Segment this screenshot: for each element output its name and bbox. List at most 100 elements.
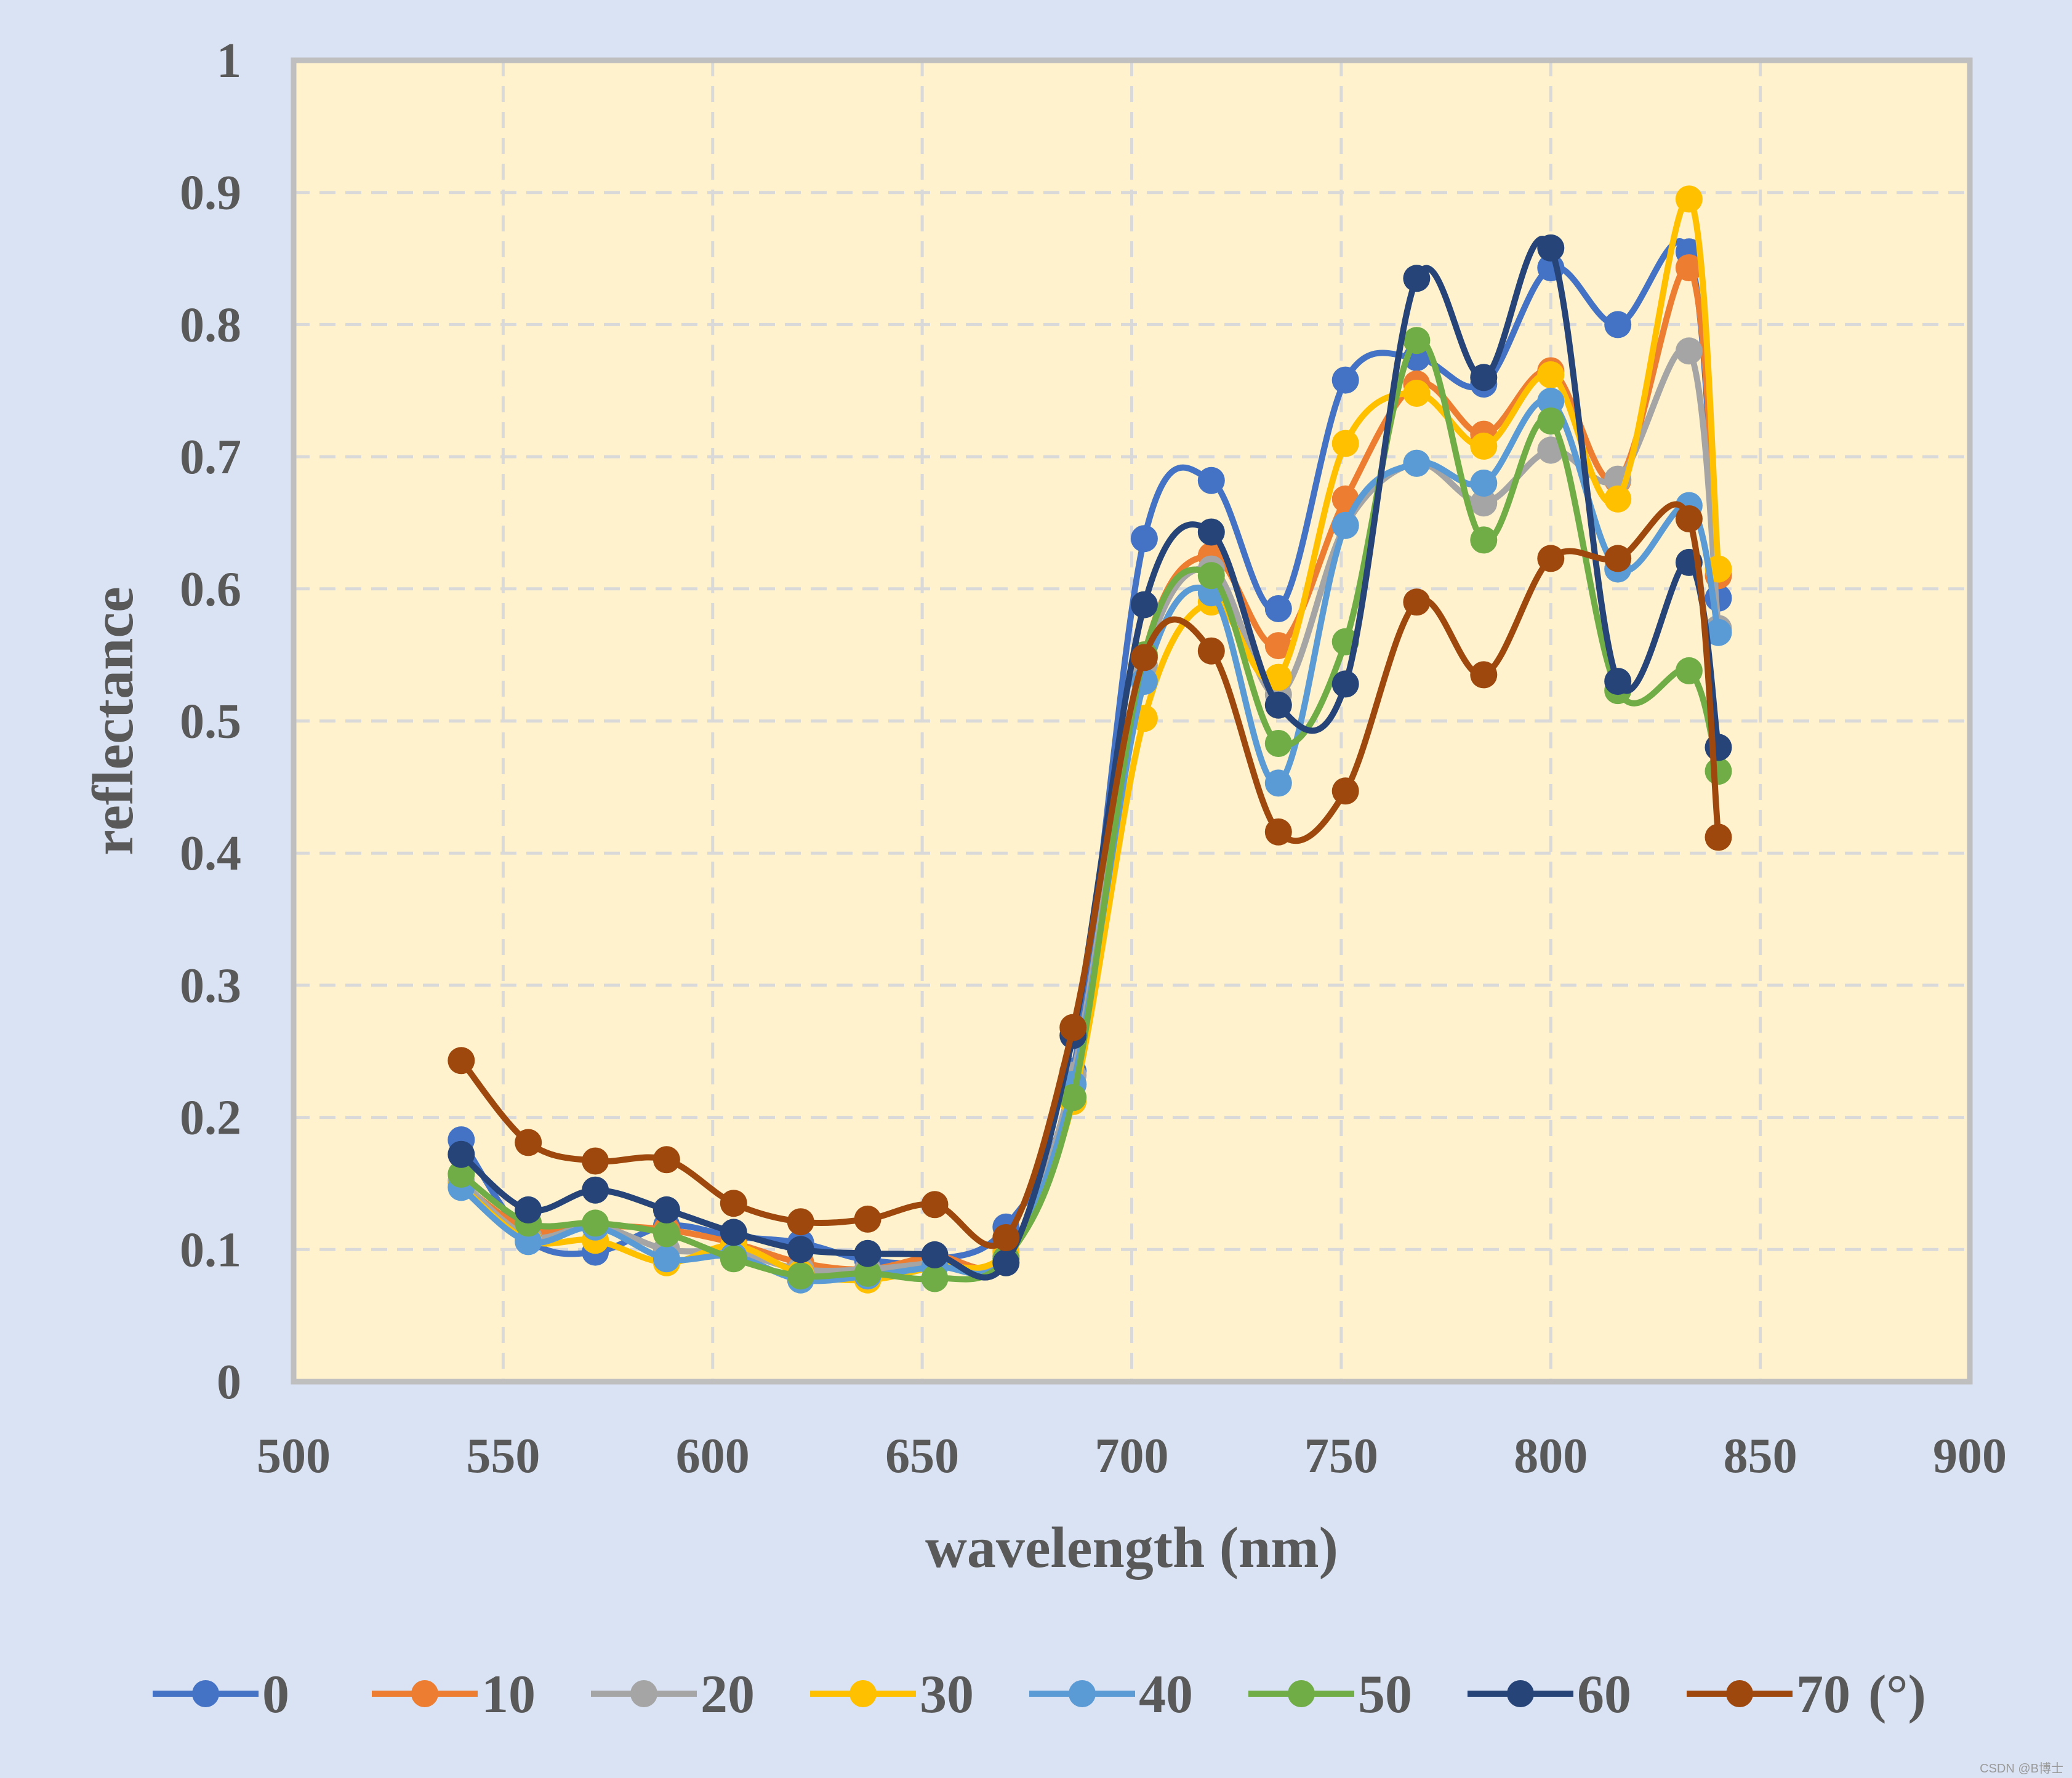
y-tick-label: 0.3 bbox=[180, 959, 241, 1013]
legend-swatch-marker bbox=[192, 1680, 219, 1707]
data-point-30-833 bbox=[1675, 185, 1703, 213]
data-point-60-800 bbox=[1537, 234, 1565, 262]
data-point-60-703 bbox=[1130, 591, 1158, 619]
data-point-60-540 bbox=[448, 1140, 475, 1168]
series-50 bbox=[448, 327, 1732, 1292]
data-point-60-784 bbox=[1470, 364, 1498, 391]
data-point-60-589 bbox=[653, 1196, 680, 1223]
data-point-60-670 bbox=[992, 1249, 1020, 1276]
data-point-60-621 bbox=[787, 1236, 814, 1263]
y-tick-label: 0.5 bbox=[180, 695, 241, 749]
data-point-50-605 bbox=[720, 1245, 747, 1273]
x-tick-labels: 500 550 600 650 700 750 800 850 900 bbox=[257, 1429, 2007, 1483]
y-tick-label: 0.2 bbox=[180, 1091, 241, 1145]
data-point-70-751 bbox=[1331, 777, 1359, 805]
data-point-70-800 bbox=[1537, 545, 1565, 572]
data-point-20-833 bbox=[1675, 337, 1703, 365]
data-point-70-686 bbox=[1059, 1014, 1087, 1041]
legend-swatch-marker bbox=[1726, 1680, 1753, 1707]
data-point-40-768 bbox=[1403, 449, 1431, 477]
y-tick-label: 0.7 bbox=[180, 430, 241, 484]
series-60 bbox=[448, 234, 1732, 1281]
data-point-30-800 bbox=[1537, 361, 1565, 388]
y-tick-label: 1 bbox=[217, 34, 241, 88]
data-point-50-719 bbox=[1197, 562, 1225, 590]
legend-item-70: 70 bbox=[1687, 1665, 1850, 1724]
legend-label: 50 bbox=[1358, 1665, 1412, 1724]
y-tick-label: 0.8 bbox=[180, 298, 241, 352]
x-tick-label: 650 bbox=[885, 1429, 959, 1483]
series-70 bbox=[448, 501, 1732, 1251]
data-point-40-784 bbox=[1470, 470, 1498, 497]
legend-label: 30 bbox=[920, 1665, 974, 1724]
legend-label: 40 bbox=[1139, 1665, 1193, 1724]
x-tick-label: 800 bbox=[1514, 1429, 1588, 1483]
data-point-40-840 bbox=[1705, 619, 1732, 646]
data-point-60-840 bbox=[1705, 734, 1732, 761]
data-point-0-751 bbox=[1331, 366, 1359, 394]
data-point-60-735 bbox=[1264, 691, 1292, 719]
series-group bbox=[448, 185, 1732, 1294]
data-point-60-653 bbox=[921, 1241, 949, 1268]
plot-border bbox=[291, 57, 1973, 1385]
x-tick-label: 600 bbox=[676, 1429, 750, 1483]
data-point-70-670 bbox=[992, 1224, 1020, 1251]
data-point-60-637 bbox=[854, 1239, 881, 1267]
data-point-60-751 bbox=[1331, 670, 1359, 698]
data-point-70-784 bbox=[1470, 661, 1498, 689]
data-point-60-816 bbox=[1604, 668, 1632, 695]
legend-item-60: 60 bbox=[1468, 1665, 1631, 1724]
x-tick-label: 500 bbox=[257, 1429, 331, 1483]
legend-item-40: 40 bbox=[1029, 1665, 1193, 1724]
data-point-60-719 bbox=[1197, 518, 1225, 546]
legend-item-0: 0 bbox=[153, 1665, 289, 1724]
data-point-70-653 bbox=[921, 1191, 949, 1219]
legend-swatch-marker bbox=[1069, 1680, 1096, 1707]
data-point-40-589 bbox=[653, 1245, 680, 1273]
legend: 0 10 20 30 40 50 60 70 bbox=[153, 1665, 1850, 1724]
data-point-10-833 bbox=[1675, 254, 1703, 282]
data-point-70-840 bbox=[1705, 823, 1732, 851]
y-tick-label: 0.9 bbox=[180, 166, 241, 220]
data-point-70-589 bbox=[653, 1146, 680, 1174]
legend-swatch-marker bbox=[411, 1680, 438, 1707]
data-point-60-768 bbox=[1403, 265, 1431, 292]
data-point-50-833 bbox=[1675, 657, 1703, 684]
x-tick-label: 550 bbox=[466, 1429, 540, 1483]
data-point-70-556 bbox=[515, 1129, 542, 1156]
data-point-50-784 bbox=[1470, 526, 1498, 554]
data-point-50-621 bbox=[787, 1262, 814, 1290]
data-point-30-751 bbox=[1331, 430, 1359, 457]
legend-item-10: 10 bbox=[372, 1665, 536, 1724]
legend-label: 60 bbox=[1577, 1665, 1631, 1724]
data-point-50-637 bbox=[854, 1259, 881, 1287]
data-point-30-816 bbox=[1604, 485, 1632, 513]
data-point-30-768 bbox=[1403, 380, 1431, 407]
data-point-70-572 bbox=[582, 1147, 609, 1175]
data-point-20-800 bbox=[1537, 436, 1565, 464]
data-point-70-637 bbox=[854, 1205, 881, 1233]
data-point-50-800 bbox=[1537, 407, 1565, 435]
x-tick-label: 700 bbox=[1095, 1429, 1169, 1483]
data-point-10-735 bbox=[1264, 632, 1292, 660]
data-point-70-719 bbox=[1197, 637, 1225, 665]
legend-item-50: 50 bbox=[1248, 1665, 1412, 1724]
legend-swatch-marker bbox=[849, 1680, 877, 1707]
data-point-60-556 bbox=[515, 1196, 542, 1223]
data-point-30-784 bbox=[1470, 432, 1498, 460]
legend-label: 10 bbox=[481, 1665, 536, 1724]
data-point-50-589 bbox=[653, 1220, 680, 1247]
x-tick-label: 900 bbox=[1933, 1429, 2007, 1483]
y-tick-labels: 0 0.1 0.2 0.3 0.4 0.5 0.6 0.7 0.8 0.9 1 bbox=[180, 34, 241, 1409]
y-axis-title: reflectance bbox=[81, 587, 145, 855]
data-point-60-605 bbox=[720, 1219, 747, 1246]
data-point-70-768 bbox=[1403, 588, 1431, 616]
data-point-0-719 bbox=[1197, 467, 1225, 494]
watermark: CSDN @B博士 bbox=[1980, 1761, 2063, 1776]
data-point-40-800 bbox=[1537, 387, 1565, 415]
data-point-50-686 bbox=[1059, 1084, 1087, 1111]
legend-unit: (°) bbox=[1868, 1665, 1926, 1724]
data-point-20-784 bbox=[1470, 489, 1498, 517]
data-point-0-735 bbox=[1264, 595, 1292, 622]
